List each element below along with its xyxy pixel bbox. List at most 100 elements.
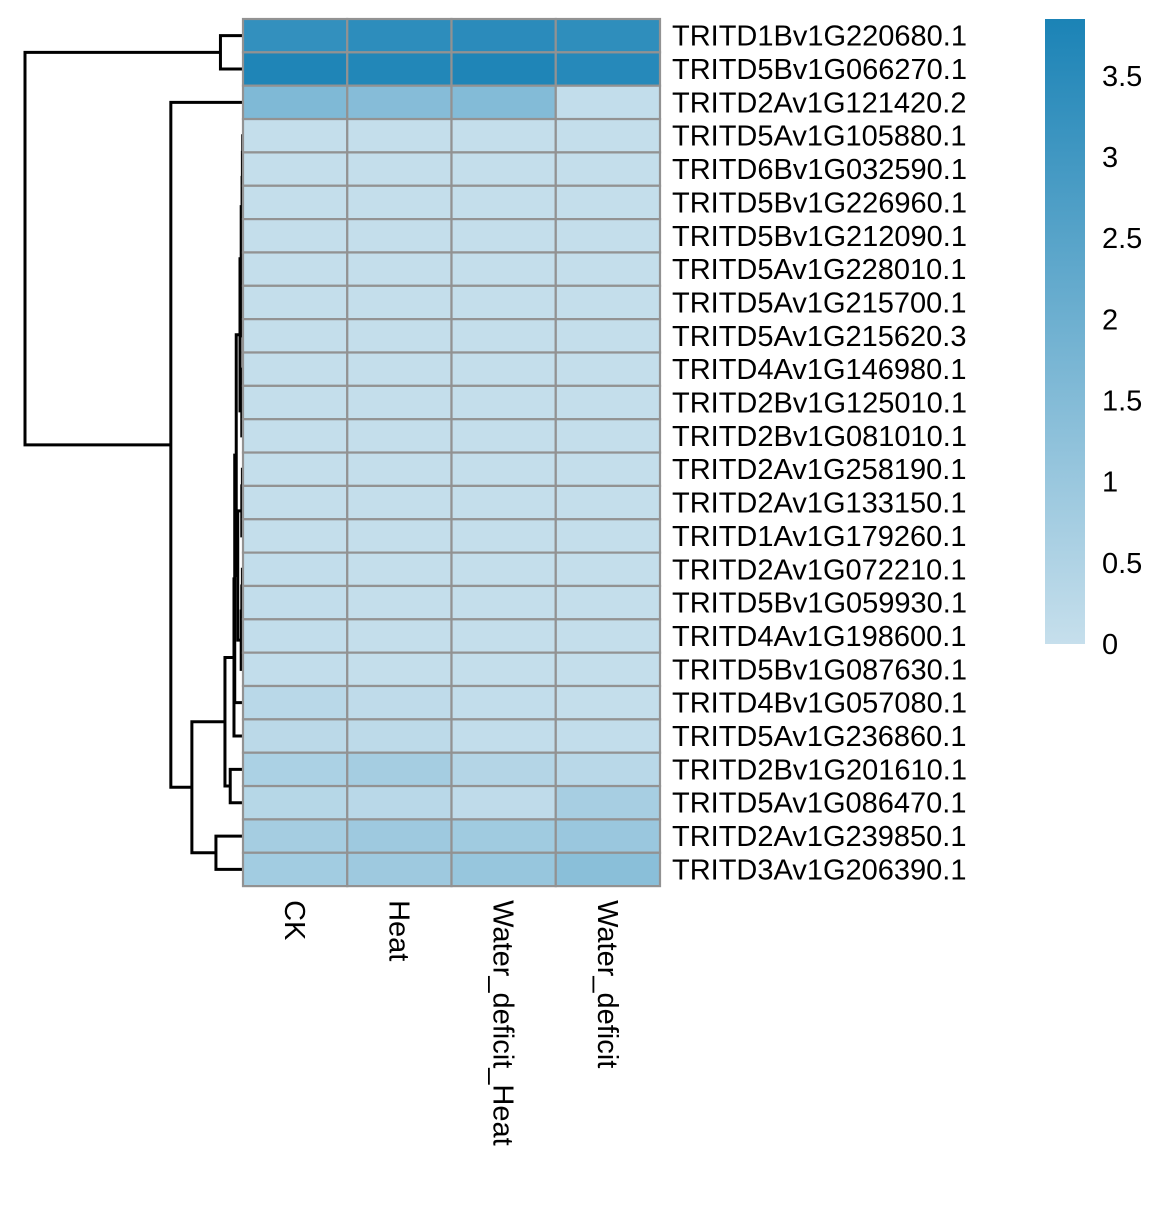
heatmap-cell (554, 351, 662, 387)
heatmap-cell (554, 751, 662, 788)
dendrogram-branch (214, 834, 243, 871)
heatmap-cell (450, 851, 557, 888)
row-label: TRITD2Av1G072210.1 (672, 554, 966, 586)
dendrogram-branch (169, 100, 243, 789)
row-label: TRITD5Bv1G066270.1 (672, 54, 967, 86)
heatmap-cell (241, 818, 349, 854)
heatmap-cell (450, 718, 557, 754)
heatmap-cell (554, 284, 662, 321)
heatmap-cell (346, 518, 453, 554)
heatmap-cell (346, 284, 453, 321)
row-label: TRITD2Bv1G081010.1 (672, 421, 967, 453)
heatmap-cell (241, 51, 349, 87)
heatmap-cell (346, 651, 453, 688)
row-label: TRITD1Bv1G220680.1 (672, 21, 967, 53)
heatmap-cell (450, 751, 557, 788)
heatmap-cell (241, 518, 349, 554)
row-label: TRITD1Av1G179260.1 (672, 521, 966, 553)
heatmap-cell (554, 84, 662, 121)
heatmap-cell (241, 618, 349, 654)
heatmap-cell (346, 551, 453, 588)
heatmap-cell (241, 117, 349, 154)
heatmap-cell (450, 518, 557, 554)
heatmap-cell (241, 751, 349, 788)
heatmap-cell (346, 818, 453, 854)
heatmap-cell (346, 151, 453, 187)
heatmap-cell (554, 618, 662, 654)
heatmap-cell (346, 351, 453, 387)
heatmap-cell (554, 584, 662, 621)
heatmap-cell (346, 251, 453, 287)
color-legend-tick-label: 3.5 (1102, 61, 1142, 93)
column-label: Heat (382, 900, 414, 961)
heatmap-cell (554, 484, 662, 521)
dendrogram-branch (236, 509, 242, 642)
heatmap-cell (450, 684, 557, 721)
row-label: TRITD6Bv1G032590.1 (672, 154, 967, 186)
row-label: TRITD5Av1G215700.1 (672, 287, 966, 319)
heatmap-cell (554, 551, 662, 588)
column-label: Water_deficit_Heat (487, 900, 519, 1146)
heatmap-cell (450, 351, 557, 387)
heatmap-cell (450, 318, 557, 354)
row-label: TRITD5Bv1G212090.1 (672, 221, 967, 253)
heatmap-cell (241, 17, 349, 54)
heatmap-cell (450, 151, 557, 187)
heatmap-cell (554, 51, 662, 87)
row-labels: TRITD1Bv1G220680.1TRITD5Bv1G066270.1TRIT… (672, 21, 967, 887)
dendrogram-branch (228, 767, 243, 805)
heatmap-cell (554, 117, 662, 154)
heatmap-cell (450, 117, 557, 154)
row-label: TRITD5Av1G215620.3 (672, 321, 966, 353)
heatmap-cell (241, 851, 349, 888)
heatmap-cell (346, 117, 453, 154)
heatmap-cell (450, 184, 557, 221)
heatmap-cell (554, 851, 662, 888)
heatmap-cell (241, 84, 349, 121)
row-label: TRITD4Av1G146980.1 (672, 354, 966, 386)
heatmap-cell (241, 651, 349, 688)
row-label: TRITD2Av1G258190.1 (672, 454, 966, 486)
heatmap-cell (450, 651, 557, 688)
row-label: TRITD2Av1G121420.2 (672, 87, 966, 119)
heatmap-cell (346, 751, 453, 788)
heatmap-cell (450, 384, 557, 421)
color-legend: 0 0.5 1 1.5 2 2.5 3 3.5 (1045, 19, 1142, 661)
heatmap-cell (450, 451, 557, 487)
dendrogram-branch (23, 50, 221, 447)
heatmap-cell (450, 818, 557, 854)
column-labels: CK Heat Water_deficit_Heat Water_deficit (278, 900, 623, 1146)
heatmap-cell (554, 17, 662, 54)
row-label: TRITD5Av1G236860.1 (672, 721, 966, 753)
heatmap-cell (554, 318, 662, 354)
heatmap-cells (241, 17, 662, 888)
row-label: TRITD4Av1G198600.1 (672, 621, 966, 653)
heatmap-cell (346, 218, 453, 254)
heatmap-cell (346, 384, 453, 421)
heatmap-cell (450, 484, 557, 521)
heatmap-cell (241, 418, 349, 454)
dendrogram-branch (223, 655, 234, 788)
heatmap-cell (241, 284, 349, 321)
heatmap-cell (450, 551, 557, 588)
heatmap-cell (450, 51, 557, 87)
heatmap-cell (241, 584, 349, 621)
color-legend-tick-label: 1 (1102, 467, 1118, 499)
heatmap-cell (241, 718, 349, 754)
heatmap-cell (554, 784, 662, 821)
heatmap-cell (554, 384, 662, 421)
color-legend-tick-label: 3 (1102, 142, 1118, 174)
heatmap-cell (241, 551, 349, 588)
heatmap-cell (241, 384, 349, 421)
heatmap-cell (554, 651, 662, 688)
heatmap-cell (241, 451, 349, 487)
row-label: TRITD2Av1G239850.1 (672, 821, 966, 853)
heatmap-cell (450, 284, 557, 321)
color-legend-tick-label: 1.5 (1102, 385, 1142, 417)
heatmap-cell (346, 484, 453, 521)
heatmap-cell (241, 484, 349, 521)
row-label: TRITD5Bv1G059930.1 (672, 588, 967, 620)
row-label: TRITD5Bv1G226960.1 (672, 187, 967, 219)
heatmap-cell (450, 218, 557, 254)
heatmap-cell (241, 684, 349, 721)
